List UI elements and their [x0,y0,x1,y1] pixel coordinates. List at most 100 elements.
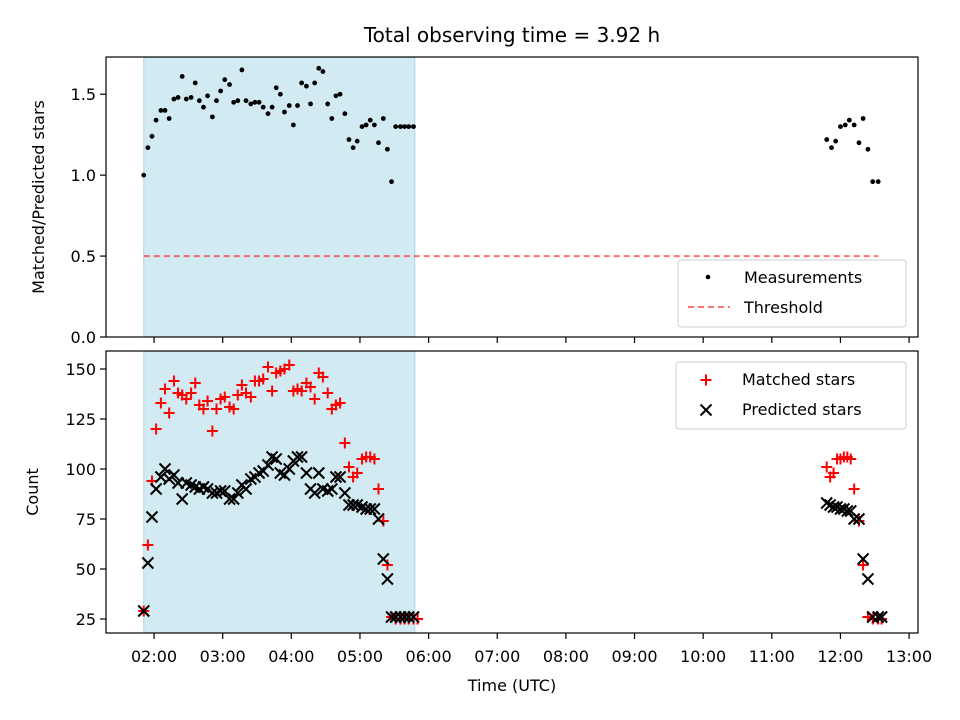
measurement-point [256,99,262,105]
measurement-point [406,124,412,129]
predicted-star-point [372,512,385,526]
measurement-point [829,145,834,151]
predicted-star-point [312,466,325,480]
y-tick-label: 125 [65,410,96,429]
legend-predicted-label: Predicted stars [742,400,862,419]
predicted-star-point [407,610,420,624]
x-tick-label: 10:00 [680,647,726,666]
measurement-point [346,137,352,142]
predicted-star-point [283,462,296,476]
measurement-point [329,116,335,121]
matched-star-point [168,375,180,387]
matched-star-point [857,559,869,571]
measurement-point [214,98,219,104]
predicted-star-point [830,500,844,514]
count-panel: 25 50 75 100 125 150 02:00 03:00 04:00 05:00 06:0… [23,350,932,695]
observing-span-shade [143,56,416,338]
matched-star-point [381,559,393,571]
measurement-point [290,122,296,128]
predicted-star-point [223,492,236,506]
matched-star-point [828,467,840,479]
count-y-axis-label: Count [23,468,42,516]
predicted-star-point [834,502,847,516]
matched-star-point [150,423,162,435]
measurement-point [846,117,852,123]
matched-star-point [197,403,209,415]
measurement-point [875,179,881,185]
matched-star-point [845,453,857,465]
matched-star-point [283,359,295,371]
legend-threshold-label: Threshold [743,298,823,317]
predicted-star-point [141,556,155,570]
matched-star-point [211,403,223,415]
predicted-star-point [239,482,253,496]
ratio-legend: Measurements Threshold [677,259,907,328]
predicted-star-point [364,502,377,516]
predicted-star-point [261,458,275,472]
x-tick-label: 05:00 [337,647,383,666]
measurement-point [312,80,318,86]
predicted-star-point [227,492,240,506]
predicted-star-point [820,496,833,510]
count-legend: Matched stars Predicted stars [675,361,907,430]
ratio-panel: 0.0 0.5 1.0 1.5 Matched/Predicted stars Mea… [29,56,919,347]
predicted-star-point [149,482,163,496]
matched-star-point [309,393,321,405]
predicted-star-point [368,502,381,516]
matched-star-point [848,483,860,495]
predicted-star-point [837,502,851,516]
measurement-point [860,116,866,121]
predicted-star-point [381,572,394,586]
measurement-point [402,124,407,129]
predicted-star-point [145,510,159,524]
predicted-star-point [861,572,875,586]
y-tick-label: 100 [65,460,96,479]
predicted-star-point [333,470,347,484]
matched-star-point [876,613,888,625]
measurement-point [282,109,287,115]
matched-star-point [232,389,244,401]
matched-star-point [257,373,269,385]
measurement-point [231,99,237,105]
measurement-point [183,96,189,102]
measurement-point [188,95,194,100]
matched-star-point [339,437,351,449]
measurement-point [320,69,326,74]
predicted-star-point [308,486,321,500]
y-tick-label: 25 [76,610,96,629]
measurement-point [162,108,168,113]
legend-predicted-marker [699,403,713,417]
measurement-point [380,116,386,121]
matched-star-point [142,539,154,551]
measurement-point [411,124,416,129]
measurement-point [269,104,275,110]
measurement-point [205,93,210,99]
legend-matched-marker [700,374,712,386]
measurement-point [363,122,369,128]
measurement-point [175,95,181,100]
measurement-point [833,138,839,144]
measurement-point [201,104,206,110]
matched-star-point [185,387,197,399]
predicted-star-point [377,552,390,566]
matched-star-point [412,613,424,625]
predicted-star-point [325,482,339,496]
predicted-star-point [300,466,313,480]
predicted-star-point [852,512,866,526]
measurement-point [350,145,356,151]
y-tick-label: 1.0 [71,166,96,185]
matched-star-point [189,377,201,389]
matched-stars-series [138,359,888,625]
measurement-point [337,91,343,97]
measurement-point [286,103,292,108]
ratio-x-axis-ticks [153,337,910,343]
matched-star-point [821,461,833,473]
measurement-point [325,101,331,107]
measurement-point [248,101,254,107]
predicted-star-point [402,610,415,624]
predicted-star-point [338,486,352,500]
x-axis-label: Time (UTC) [467,676,556,695]
measurement-point [342,111,348,117]
count-panel-frame [105,350,919,634]
matched-star-point [343,461,355,473]
